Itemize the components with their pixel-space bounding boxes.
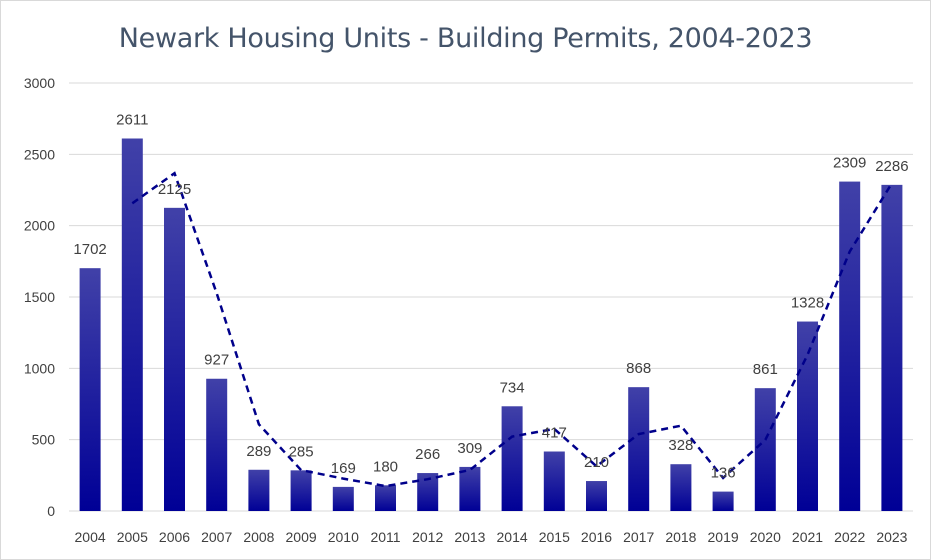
x-tick-label: 2005 — [117, 529, 148, 545]
chart-title: Newark Housing Units - Building Permits,… — [118, 23, 813, 54]
x-tick-label: 2006 — [159, 529, 190, 545]
x-tick-label: 2007 — [201, 529, 232, 545]
bar — [670, 464, 692, 511]
y-tick-label: 1500 — [24, 289, 55, 305]
bars — [79, 138, 903, 512]
data-label: 180 — [373, 458, 398, 475]
bar — [164, 207, 185, 512]
data-label: 285 — [289, 443, 314, 460]
x-axis-ticks: 2004 2005 2006 2007 2008 2009 2010 2011 2012 2013… — [75, 529, 908, 545]
bar — [417, 473, 439, 511]
bar — [501, 406, 523, 511]
x-tick-label: 2011 — [370, 529, 400, 545]
x-tick-label: 2008 — [243, 529, 274, 545]
data-label: 2286 — [875, 158, 908, 175]
bar — [332, 486, 354, 511]
x-tick-label: 2014 — [497, 529, 528, 545]
x-tick-label: 2021 — [792, 529, 823, 545]
trendline — [131, 171, 893, 488]
y-tick-label: 500 — [32, 432, 56, 448]
x-tick-label: 2012 — [412, 529, 443, 545]
data-label: 2125 — [158, 181, 191, 198]
bar — [754, 388, 776, 511]
data-label: 210 — [584, 454, 609, 471]
bar — [881, 184, 903, 511]
x-tick-label: 2019 — [708, 529, 739, 545]
x-tick-label: 2020 — [750, 529, 781, 545]
data-labels: 1702 2611 2125 927 289 285 169 180 266 309 734 417 2… — [73, 111, 908, 481]
gridlines — [69, 82, 913, 512]
data-label: 328 — [668, 437, 693, 454]
data-label: 169 — [331, 460, 356, 477]
bar — [206, 378, 228, 511]
data-label: 927 — [204, 352, 229, 369]
data-label: 136 — [711, 465, 736, 482]
data-label: 868 — [626, 360, 651, 377]
bar — [375, 485, 396, 511]
bar — [459, 466, 481, 511]
x-tick-label: 2017 — [623, 529, 654, 545]
bar — [290, 470, 312, 511]
x-tick-label: 2004 — [75, 529, 106, 545]
data-label: 309 — [457, 440, 482, 457]
bar — [712, 491, 734, 511]
x-tick-label: 2013 — [454, 529, 485, 545]
data-label: 734 — [500, 379, 525, 396]
data-label: 1702 — [73, 241, 106, 258]
y-axis-ticks: 0 500 1000 1500 2000 2500 3000 — [24, 75, 55, 519]
data-label: 2309 — [833, 155, 866, 172]
data-label: 417 — [542, 425, 567, 442]
y-tick-label: 2500 — [24, 146, 55, 162]
x-tick-label: 2018 — [665, 529, 696, 545]
y-tick-label: 2000 — [24, 218, 55, 234]
data-label: 861 — [753, 361, 778, 378]
data-label: 2611 — [116, 111, 148, 128]
x-tick-label: 2009 — [286, 529, 317, 545]
x-tick-label: 2010 — [328, 529, 359, 545]
bar — [586, 481, 607, 511]
bar — [248, 469, 270, 511]
data-label: 1328 — [791, 295, 824, 312]
x-tick-label: 2022 — [834, 529, 865, 545]
y-tick-label: 0 — [47, 503, 55, 519]
x-tick-label: 2023 — [876, 529, 907, 545]
bar — [543, 451, 565, 511]
bar — [79, 268, 101, 511]
bar — [839, 181, 861, 511]
bar — [121, 138, 143, 512]
bar — [628, 387, 650, 511]
data-label: 266 — [415, 446, 440, 463]
y-tick-label: 3000 — [24, 75, 55, 91]
x-tick-label: 2015 — [539, 529, 570, 545]
bar — [797, 321, 818, 511]
y-tick-label: 1000 — [24, 360, 55, 376]
data-label: 289 — [246, 443, 271, 460]
x-tick-label: 2016 — [581, 529, 612, 545]
moving-average-line — [131, 171, 893, 488]
